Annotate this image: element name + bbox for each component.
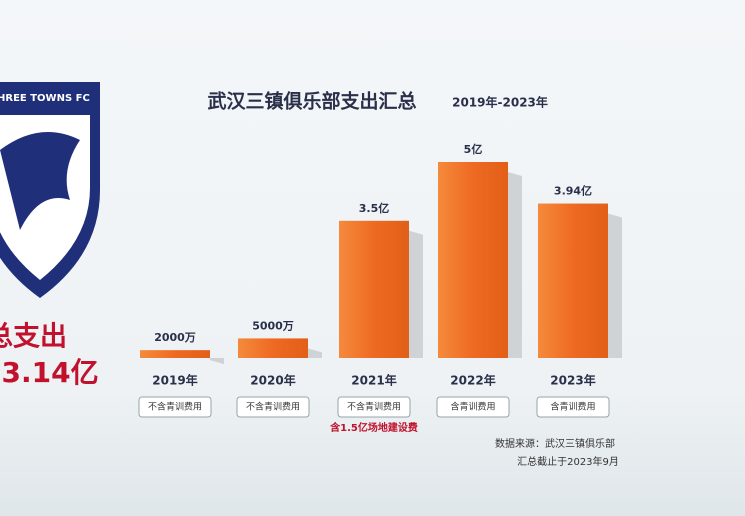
x-tick-label: 2023年 [550,373,595,388]
data-label: 5亿 [464,142,483,156]
bar [238,338,308,358]
note: 不含青训费用 [246,401,300,413]
x-tick-label: 2021年 [351,373,396,388]
bar-shadow [409,230,423,358]
data-label: 5000万 [252,319,294,332]
source: 数据来源：武汉三镇俱乐部 [495,437,615,450]
note: 不含青训费用 [148,401,202,413]
x-tick-label: 2022年 [450,373,495,388]
x-tick-label: 2019年 [152,373,197,388]
logo-text: THREE TOWNS FC [0,93,90,104]
bar [339,220,409,358]
data-label: 2000万 [154,331,196,344]
bar [140,350,210,358]
note: 不含青训费用 [347,401,401,413]
annotation: 含1.5亿场地建设费 [330,421,418,434]
data-label: 3.94亿 [554,184,592,198]
note-box [337,396,411,418]
note-box [536,396,610,418]
chart-subtitle: 2019年-2023年 [452,95,548,110]
note-box [236,396,310,418]
bar-shadow [508,172,522,358]
bar-shadow [308,348,322,358]
bar-shadow [608,213,622,358]
bar-shadow [210,358,224,365]
total-value: 13.14亿 [0,356,99,389]
logo-emblem [0,132,80,230]
source: 汇总截止于2023年9月 [517,455,619,468]
total-label: 总支出 [0,322,67,353]
note-box [436,396,510,418]
chart-title: 武汉三镇俱乐部支出汇总 [207,90,416,113]
note-box [138,396,212,418]
bar [538,203,608,358]
bar [438,162,508,358]
data-label: 3.5亿 [359,201,390,215]
note: 含青训费用 [550,401,595,413]
x-tick-label: 2020年 [250,373,295,388]
note: 含青训费用 [450,401,495,413]
